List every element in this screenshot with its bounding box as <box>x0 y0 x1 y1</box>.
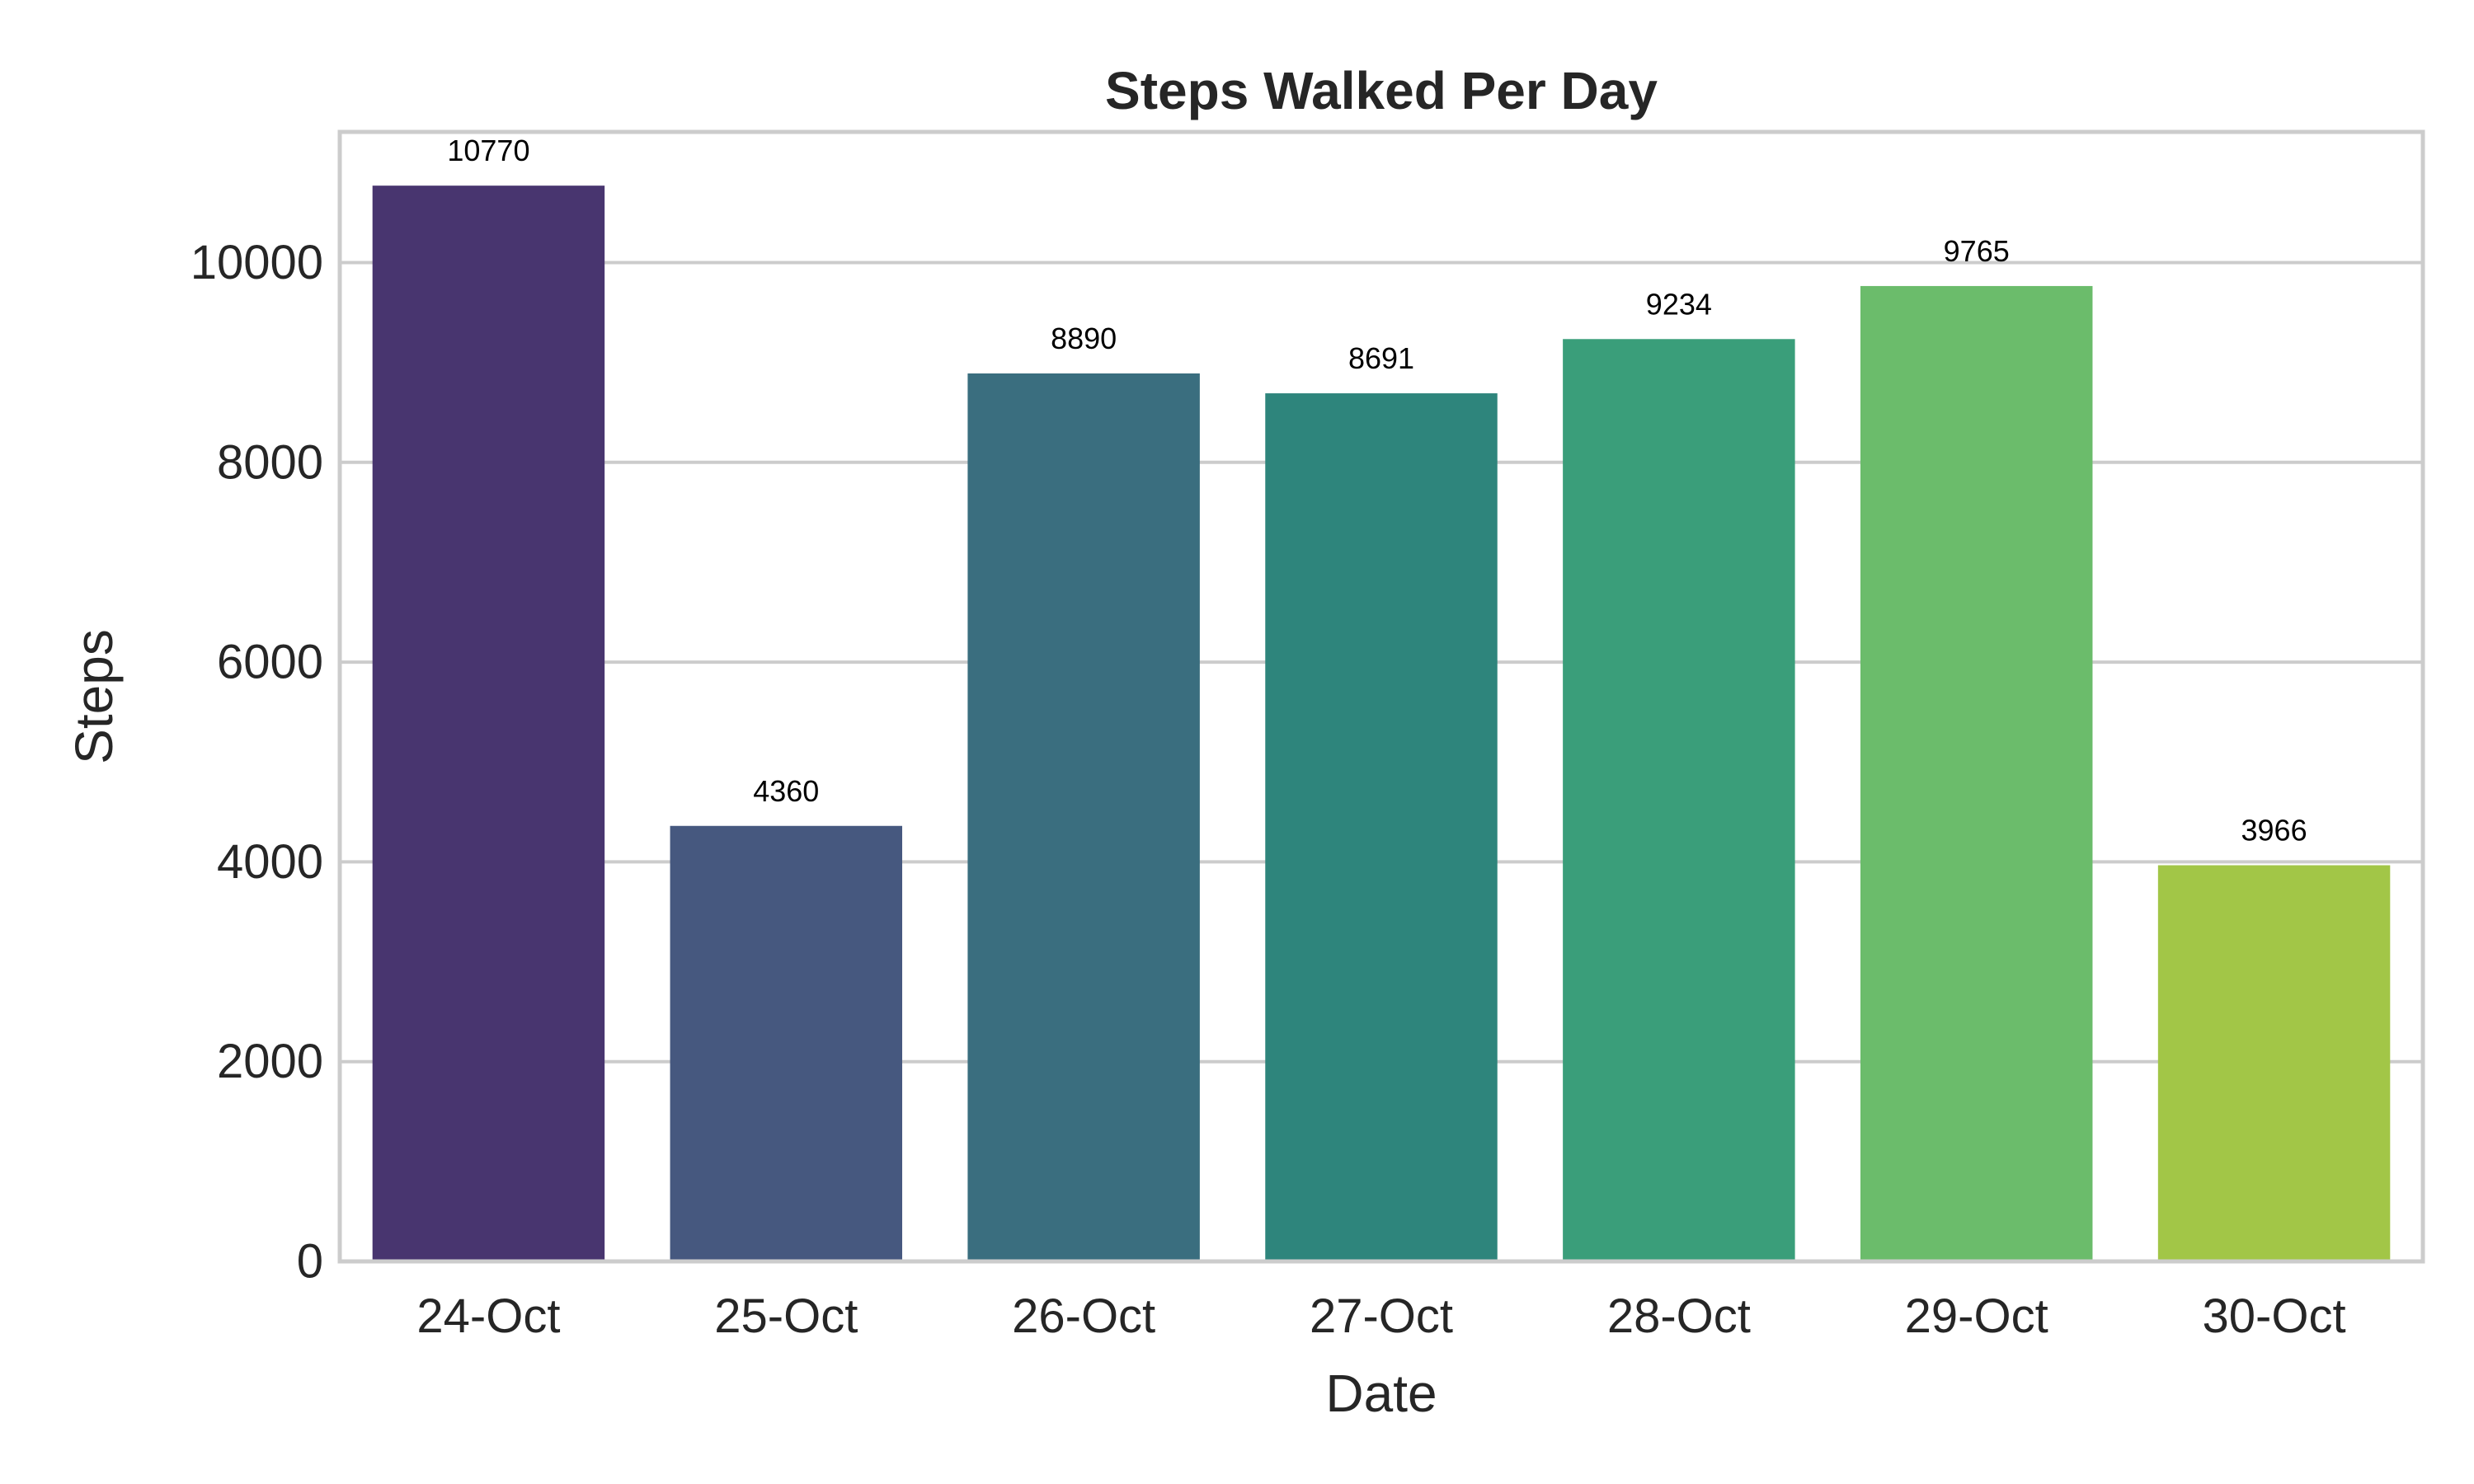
bars <box>372 186 2391 1261</box>
data-labels: 10770 4360 8890 8691 9234 9765 3966 <box>447 134 2307 847</box>
x-axis-label: Date <box>1325 1364 1437 1423</box>
bar-26-Oct <box>967 373 1200 1261</box>
data-label: 4360 <box>753 774 819 808</box>
data-label: 3966 <box>2241 814 2307 848</box>
y-tick-label: 8000 <box>217 435 323 489</box>
data-label: 10770 <box>447 134 529 167</box>
y-axis-label: Steps <box>64 629 124 764</box>
x-tick-label: 26-Oct <box>1012 1289 1155 1343</box>
bar-27-Oct <box>1265 393 1498 1261</box>
x-tick-label: 30-Oct <box>2203 1289 2346 1343</box>
x-axis-ticks: 24-Oct 25-Oct 26-Oct 27-Oct 28-Oct 29-Oct 30-O… <box>416 1289 2345 1343</box>
data-label: 9234 <box>1646 287 1712 321</box>
bar-29-Oct <box>1860 285 2093 1261</box>
data-label: 8691 <box>1348 341 1414 375</box>
y-tick-label: 6000 <box>217 636 323 689</box>
data-label: 8890 <box>1051 322 1117 355</box>
bar-28-Oct <box>1563 339 1795 1261</box>
x-tick-label: 25-Oct <box>714 1289 858 1343</box>
y-axis-ticks: 0 2000 4000 6000 8000 10000 <box>190 236 323 1289</box>
bar-25-Oct <box>670 825 903 1261</box>
chart-title: Steps Walked Per Day <box>1105 61 1658 120</box>
y-tick-label: 2000 <box>217 1035 323 1088</box>
y-tick-label: 4000 <box>217 835 323 889</box>
x-tick-label: 29-Oct <box>1905 1289 2048 1343</box>
y-tick-label: 0 <box>297 1235 323 1289</box>
plot-frame <box>337 129 2425 1264</box>
x-tick-label: 28-Oct <box>1607 1289 1751 1343</box>
y-tick-label: 10000 <box>190 236 323 289</box>
data-label: 9765 <box>1944 234 2010 268</box>
x-tick-label: 27-Oct <box>1310 1289 1453 1343</box>
bar-24-Oct <box>372 186 605 1261</box>
x-tick-label: 24-Oct <box>416 1289 560 1343</box>
bar-30-Oct <box>2157 865 2391 1261</box>
